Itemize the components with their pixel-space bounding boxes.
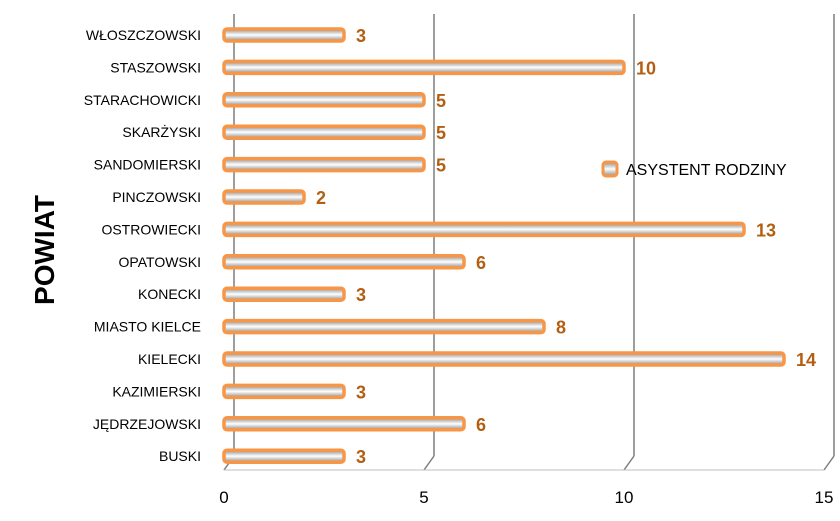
- bar: [222, 92, 426, 108]
- legend-swatch: [601, 160, 619, 178]
- x-tick-label: 10: [615, 488, 634, 507]
- bar: [222, 59, 626, 76]
- bar: [222, 286, 346, 302]
- category-label: JĘDRZEJOWSKI: [93, 416, 201, 432]
- data-label: 3: [356, 285, 366, 305]
- bar: [222, 124, 426, 140]
- data-label: 14: [796, 350, 816, 370]
- bar: [222, 189, 306, 205]
- bar: [222, 27, 346, 43]
- category-label: WŁOSZCZOWSKI: [86, 27, 201, 43]
- data-label: 2: [316, 188, 326, 208]
- data-label: 3: [356, 382, 366, 402]
- category-label: SANDOMIERSKI: [94, 157, 201, 173]
- bar: [222, 318, 546, 335]
- bar: [222, 383, 346, 400]
- bar: [222, 221, 746, 238]
- gridlines: [223, 14, 835, 471]
- gridline-floor: [823, 455, 835, 471]
- category-labels: WŁOSZCZOWSKI STASZOWSKI STARACHOWICKI SKARŻ…: [84, 27, 201, 464]
- category-label: STASZOWSKI: [110, 59, 201, 75]
- x-tick-label: 5: [419, 488, 428, 507]
- data-label: 5: [436, 156, 446, 176]
- bar: [222, 448, 346, 464]
- data-label: 5: [436, 91, 446, 111]
- data-label: 3: [356, 26, 366, 46]
- bar: [222, 254, 466, 270]
- legend: ASYSTENT RODZINY: [601, 160, 787, 179]
- x-tick-labels: 0 5 10 15: [219, 488, 833, 507]
- bar: [222, 351, 786, 367]
- category-label: BUSKI: [159, 448, 201, 464]
- gridline-floor: [623, 455, 635, 471]
- data-label: 3: [356, 447, 366, 467]
- legend-label: ASYSTENT RODZINY: [626, 162, 787, 179]
- data-label: 10: [636, 58, 656, 78]
- category-label: SKARŻYSKI: [122, 123, 201, 140]
- x-tick-label: 0: [219, 488, 228, 507]
- data-label: 13: [756, 220, 776, 240]
- data-label: 8: [556, 318, 566, 338]
- bar: [222, 156, 426, 173]
- category-label: MIASTO KIELCE: [94, 319, 201, 335]
- data-labels: 3 10 5 5 5 2 13 6 3 8 14 3 6 3: [316, 26, 816, 467]
- bars: [222, 27, 786, 464]
- data-label: 6: [476, 253, 486, 273]
- x-tick-label: 15: [815, 488, 834, 507]
- category-label: KAZIMIERSKI: [112, 383, 201, 399]
- data-label: 6: [476, 415, 486, 435]
- category-label: KONECKI: [138, 286, 201, 302]
- category-label: PINCZOWSKI: [112, 189, 201, 205]
- bar: [222, 416, 466, 432]
- data-label: 5: [436, 123, 446, 143]
- gridline-floor: [423, 455, 435, 471]
- category-label: OPATOWSKI: [119, 254, 201, 270]
- y-axis-title: POWIAT: [29, 195, 60, 305]
- category-label: STARACHOWICKI: [84, 92, 201, 108]
- category-label: KIELECKI: [138, 351, 201, 367]
- category-label: OSTROWIECKI: [101, 221, 201, 237]
